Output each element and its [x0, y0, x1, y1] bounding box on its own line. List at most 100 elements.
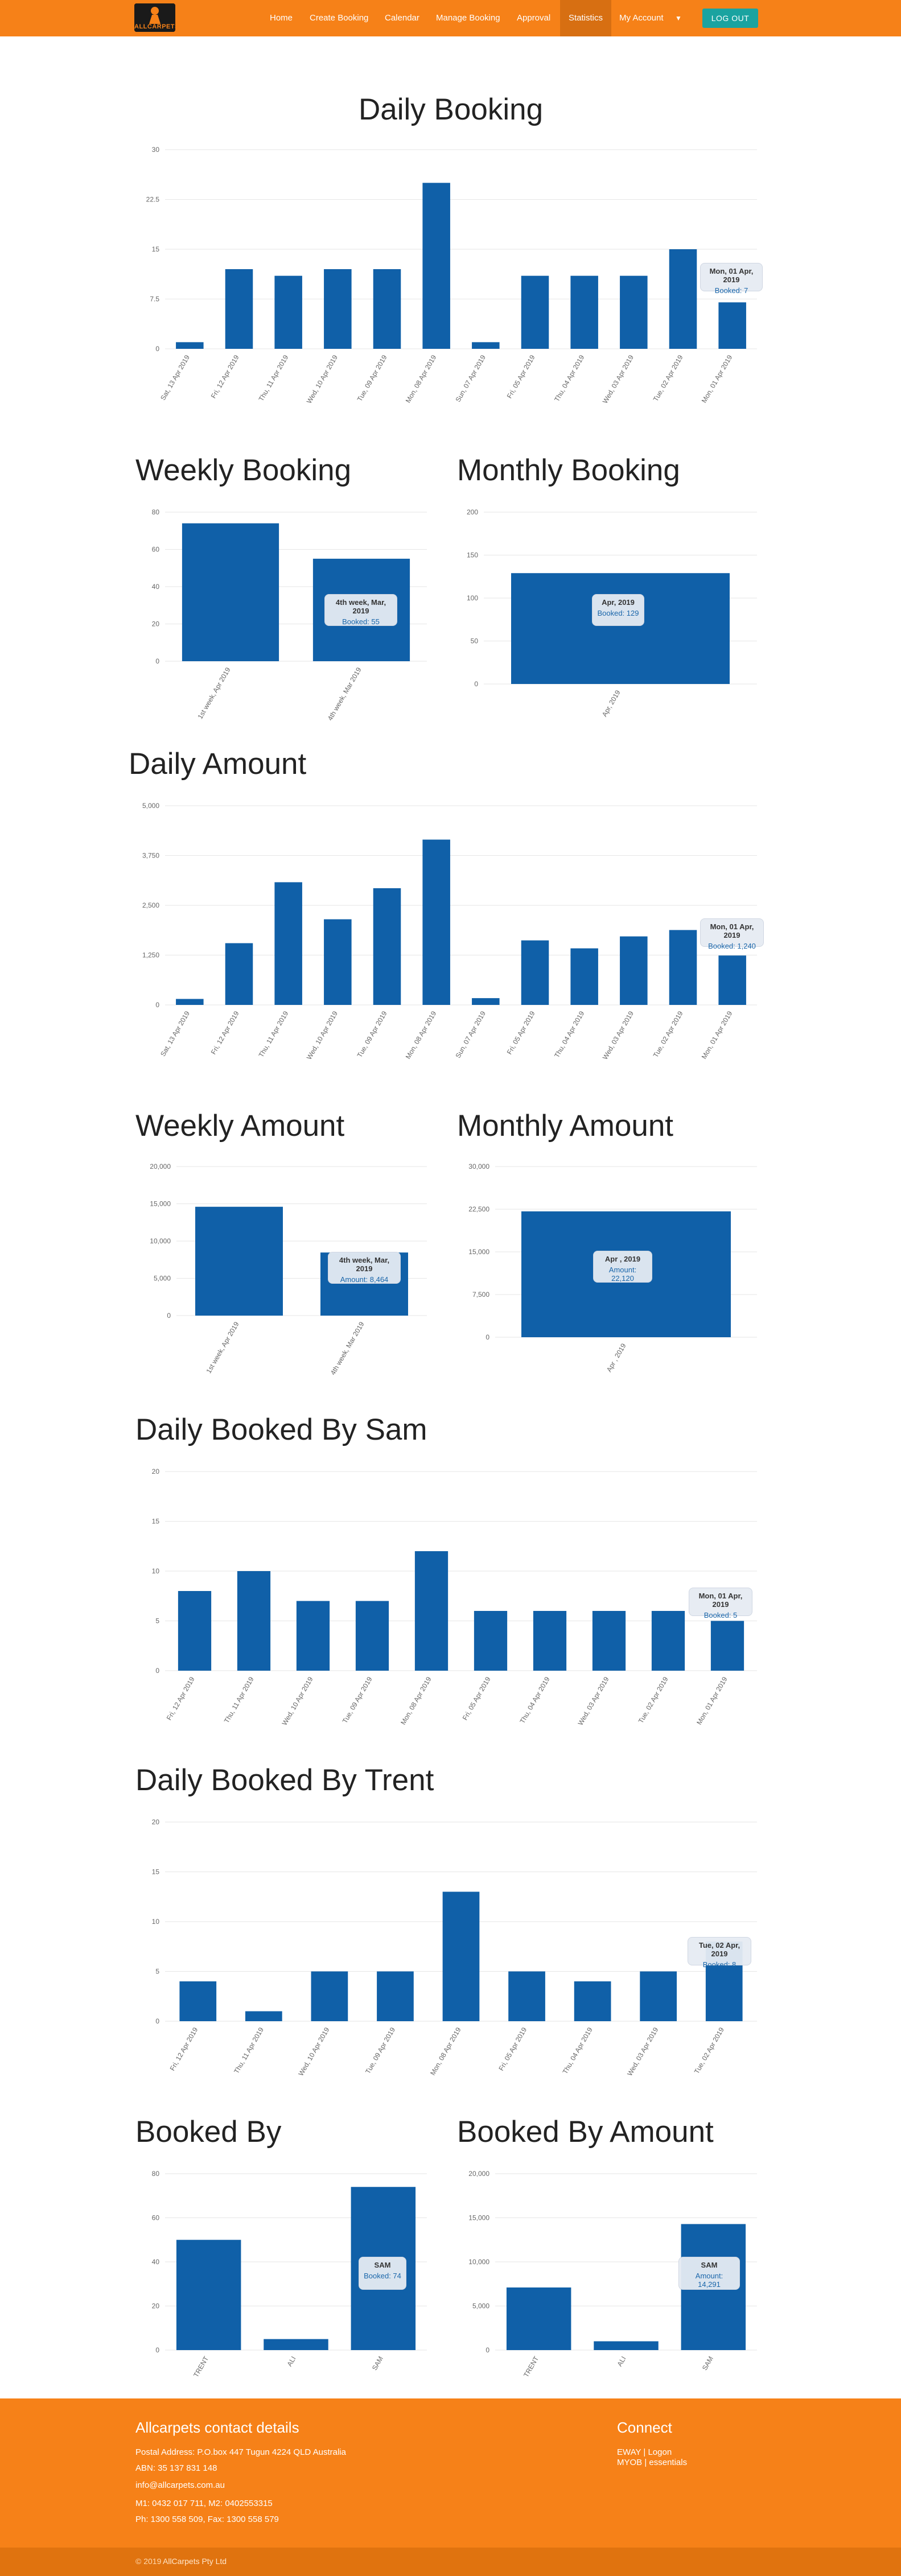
caret-down-icon[interactable]: ▼	[675, 14, 682, 22]
y-tick-label: 2,500	[142, 901, 159, 909]
bar	[414, 1551, 449, 1671]
bar	[521, 275, 549, 349]
tooltip-value: Booked: 1,240	[708, 942, 756, 950]
y-tick-label: 0	[486, 2346, 489, 2354]
title-booked-by-amount: Booked By Amount	[457, 2115, 714, 2149]
y-tick-label: 10,000	[150, 1237, 171, 1245]
tooltip-value: Booked: 5	[703, 1611, 738, 1619]
footer-postal-address: Postal Address: P.O.box 447 Tugun 4224 Q…	[135, 2447, 346, 2457]
nav-my-account[interactable]: My Account	[619, 13, 664, 23]
bar	[506, 2287, 571, 2350]
bar	[574, 1981, 611, 2021]
nav-create-booking[interactable]: Create Booking	[310, 13, 369, 23]
title-weekly-booking: Weekly Booking	[135, 454, 352, 487]
y-tick-label: 15,000	[150, 1200, 171, 1208]
tooltip-title: Apr, 2019	[602, 598, 635, 607]
tooltip-monthly-amount: Apr , 2019 Amount: 22,120	[593, 1251, 652, 1283]
y-tick-label: 0	[167, 1312, 171, 1320]
y-tick-label: 40	[152, 583, 160, 591]
footer-email-link[interactable]: info@allcarpets.com.au	[135, 2480, 225, 2490]
bar	[274, 275, 302, 349]
bar	[355, 1601, 389, 1671]
bar	[669, 249, 697, 349]
nav-manage-booking[interactable]: Manage Booking	[436, 13, 500, 23]
y-tick-label: 20,000	[150, 1163, 171, 1170]
bar	[570, 948, 598, 1005]
y-tick-label: 15	[152, 245, 160, 253]
x-tick-label: TRENT	[522, 2355, 540, 2379]
y-tick-label: 200	[467, 508, 478, 516]
y-tick-label: 100	[467, 594, 478, 602]
footer-connect-title: Connect	[617, 2419, 672, 2436]
y-tick-label: 0	[155, 345, 159, 353]
title-daily-amount: Daily Amount	[129, 747, 307, 781]
bar	[373, 888, 401, 1005]
bar	[442, 1891, 480, 2021]
footer-phone: Ph: 1300 558 509, Fax: 1300 558 579	[135, 2515, 279, 2524]
footer-eway-logon-link[interactable]: EWAY | Logon	[617, 2447, 672, 2457]
tooltip-title: 4th week, Mar, 2019	[335, 598, 386, 615]
nav-home[interactable]: Home	[270, 13, 293, 23]
bar	[182, 523, 279, 661]
y-tick-label: 5	[155, 1617, 159, 1625]
bar	[422, 183, 450, 349]
footer-myob-link[interactable]: MYOB | essentials	[617, 2458, 688, 2467]
tooltip-value: Amount: 14,291	[695, 2272, 723, 2289]
nav-statistics[interactable]: Statistics	[560, 0, 611, 36]
logo-text: ALLCARPETS	[134, 23, 175, 30]
title-weekly-amount: Weekly Amount	[135, 1109, 345, 1143]
y-tick-label: 0	[155, 2346, 159, 2354]
bar	[669, 930, 697, 1005]
y-tick-label: 0	[155, 1667, 159, 1675]
tooltip-title: Mon, 01 Apr, 2019	[698, 1592, 743, 1609]
bar	[474, 1611, 508, 1671]
bar	[176, 342, 204, 349]
bar	[521, 940, 549, 1005]
y-tick-label: 150	[467, 551, 478, 559]
tooltip-value: Booked: 55	[342, 617, 380, 626]
logout-button[interactable]: LOG OUT	[702, 9, 758, 28]
y-tick-label: 20	[152, 1818, 160, 1826]
footer-company-link[interactable]: AllCarpets Pty Ltd	[163, 2557, 227, 2566]
bar	[422, 839, 450, 1005]
bar	[264, 2339, 328, 2350]
footer: Allcarpets contact details Postal Addres…	[0, 2398, 901, 2548]
y-tick-label: 50	[471, 637, 479, 645]
tooltip-weekly-amount: 4th week, Mar, 2019 Amount: 8,464	[328, 1252, 401, 1284]
y-tick-label: 7,500	[472, 1291, 489, 1299]
y-tick-label: 0	[155, 2017, 159, 2025]
nav-calendar[interactable]: Calendar	[385, 13, 419, 23]
nav-approval[interactable]: Approval	[517, 13, 551, 23]
bar	[718, 955, 746, 1005]
y-tick-label: 10	[152, 1918, 160, 1926]
bar	[710, 1621, 744, 1671]
y-tick-label: 22,500	[468, 1205, 489, 1213]
y-tick-label: 20	[152, 620, 160, 628]
bar	[570, 275, 598, 349]
tooltip-daily-amount: Mon, 01 Apr, 2019 Booked: 1,240	[700, 918, 764, 950]
y-tick-label: 15	[152, 1518, 160, 1526]
bar	[718, 302, 746, 349]
tooltip-booked-by: SAM Booked: 74	[359, 2257, 406, 2290]
bar	[472, 998, 500, 1005]
tooltip-daily-booked-by-trent: Tue, 02 Apr, 2019 Booked: 8	[688, 1937, 751, 1969]
y-tick-label: 5	[155, 1968, 159, 1976]
bar	[237, 1571, 271, 1671]
tooltip-title: 4th week, Mar, 2019	[339, 1256, 390, 1273]
title-monthly-booking: Monthly Booking	[457, 454, 680, 487]
allcarpets-logo[interactable]: ALLCARPETS	[134, 3, 175, 32]
y-tick-label: 0	[155, 1001, 159, 1009]
bar	[511, 573, 730, 684]
y-tick-label: 0	[155, 657, 159, 665]
bar	[296, 1601, 330, 1671]
tooltip-weekly-booking: 4th week, Mar, 2019 Booked: 55	[324, 594, 397, 626]
tooltip-title: Tue, 02 Apr, 2019	[698, 1941, 740, 1958]
y-tick-label: 10,000	[468, 2258, 489, 2266]
bar	[651, 1611, 685, 1671]
y-tick-label: 30,000	[468, 1163, 489, 1170]
y-tick-label: 3,750	[142, 852, 159, 860]
